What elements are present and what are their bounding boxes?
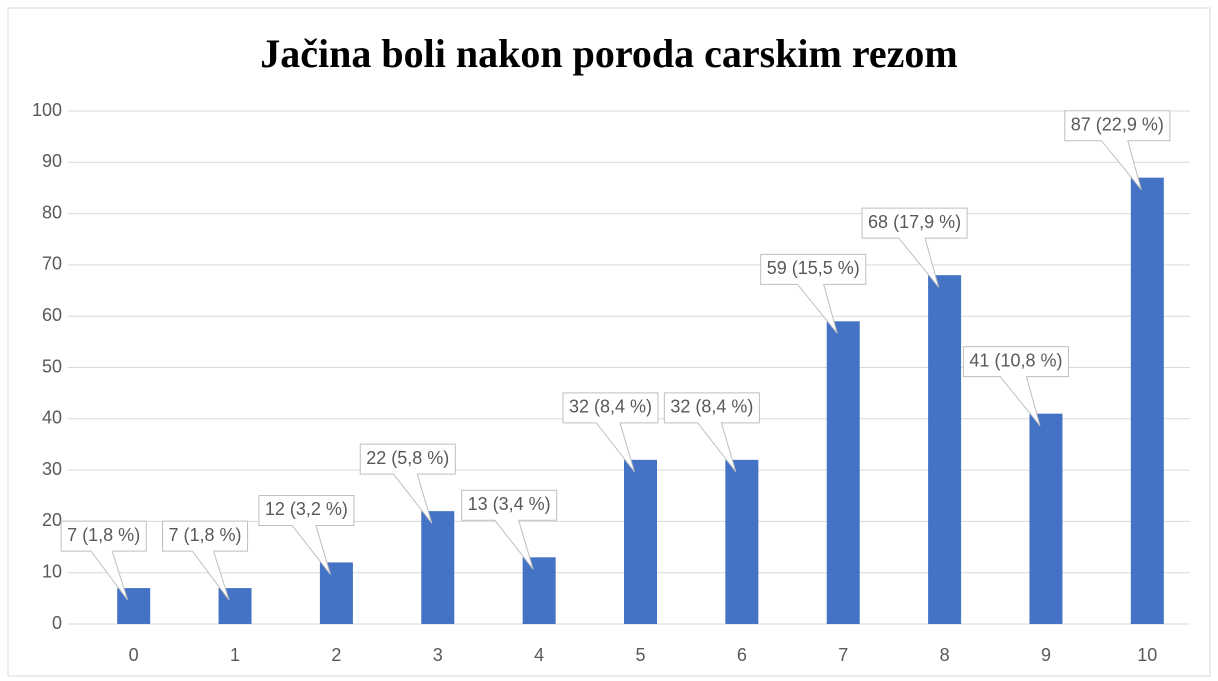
y-tick-label: 90 <box>42 151 62 171</box>
bar <box>319 562 353 624</box>
x-tick-label: 6 <box>737 645 747 665</box>
y-tick-label: 0 <box>52 613 62 633</box>
x-tick-label: 3 <box>433 645 443 665</box>
data-label: 59 (15,5 %) <box>767 258 860 278</box>
data-label: 87 (22,9 %) <box>1071 114 1164 134</box>
y-tick-label: 30 <box>42 459 62 479</box>
x-tick-label: 5 <box>635 645 645 665</box>
data-callout: 32 (8,4 %) <box>562 392 659 473</box>
x-tick-label: 8 <box>940 645 950 665</box>
data-callout: 68 (17,9 %) <box>861 207 968 288</box>
bar <box>624 459 657 624</box>
data-callout: 41 (10,8 %) <box>962 346 1069 426</box>
callout-box <box>962 346 1069 426</box>
callout-box <box>760 253 867 334</box>
y-tick-label: 100 <box>32 100 62 120</box>
y-tick-label: 80 <box>42 202 62 222</box>
data-callout: 12 (3,2 %) <box>258 494 355 575</box>
callout-box <box>861 207 968 288</box>
y-tick-label: 70 <box>42 254 62 274</box>
data-label: 41 (10,8 %) <box>969 350 1062 370</box>
callout-box <box>1064 110 1171 191</box>
bar <box>928 275 962 624</box>
bar <box>725 459 759 624</box>
callout-box <box>663 392 760 473</box>
callout-box <box>562 392 659 473</box>
bar <box>522 557 556 624</box>
data-callout: 22 (5,8 %) <box>359 443 456 524</box>
x-tick-label: 9 <box>1041 645 1051 665</box>
data-label: 13 (3,4 %) <box>468 494 551 514</box>
data-callout: 87 (22,9 %) <box>1064 110 1171 191</box>
bar <box>826 321 860 624</box>
data-label: 32 (8,4 %) <box>670 397 753 417</box>
callout-box <box>60 520 147 601</box>
data-callout: 7 (1,8 %) <box>162 520 249 601</box>
data-callout: 59 (15,5 %) <box>760 253 867 334</box>
chart-title: Jačina boli nakon poroda carskim rezom <box>260 31 957 76</box>
callout-box <box>162 520 249 601</box>
x-tick-label: 10 <box>1137 645 1157 665</box>
y-tick-label: 10 <box>42 561 62 581</box>
y-tick-label: 20 <box>42 510 62 530</box>
x-tick-label: 2 <box>331 645 341 665</box>
bar <box>421 511 455 624</box>
data-label: 12 (3,2 %) <box>265 499 348 519</box>
y-tick-label: 40 <box>42 408 62 428</box>
data-callout: 7 (1,8 %) <box>60 520 147 601</box>
data-label: 22 (5,8 %) <box>366 448 449 468</box>
y-tick-label: 50 <box>42 356 62 376</box>
callout-box <box>359 443 456 524</box>
bar <box>1029 413 1063 624</box>
data-label: 7 (1,8 %) <box>67 525 140 545</box>
x-tick-label: 1 <box>230 645 240 665</box>
x-tick-label: 7 <box>838 645 848 665</box>
y-tick-label: 60 <box>42 305 62 325</box>
x-tick-label: 4 <box>534 645 544 665</box>
callout-box <box>461 489 558 570</box>
x-tick-label: 0 <box>129 645 139 665</box>
data-label: 32 (8,4 %) <box>569 397 652 417</box>
data-label: 68 (17,9 %) <box>868 212 961 232</box>
data-callout: 13 (3,4 %) <box>461 489 558 570</box>
bar <box>1130 177 1164 624</box>
data-label: 7 (1,8 %) <box>169 525 242 545</box>
data-callout: 32 (8,4 %) <box>663 392 760 473</box>
callout-box <box>258 494 355 575</box>
